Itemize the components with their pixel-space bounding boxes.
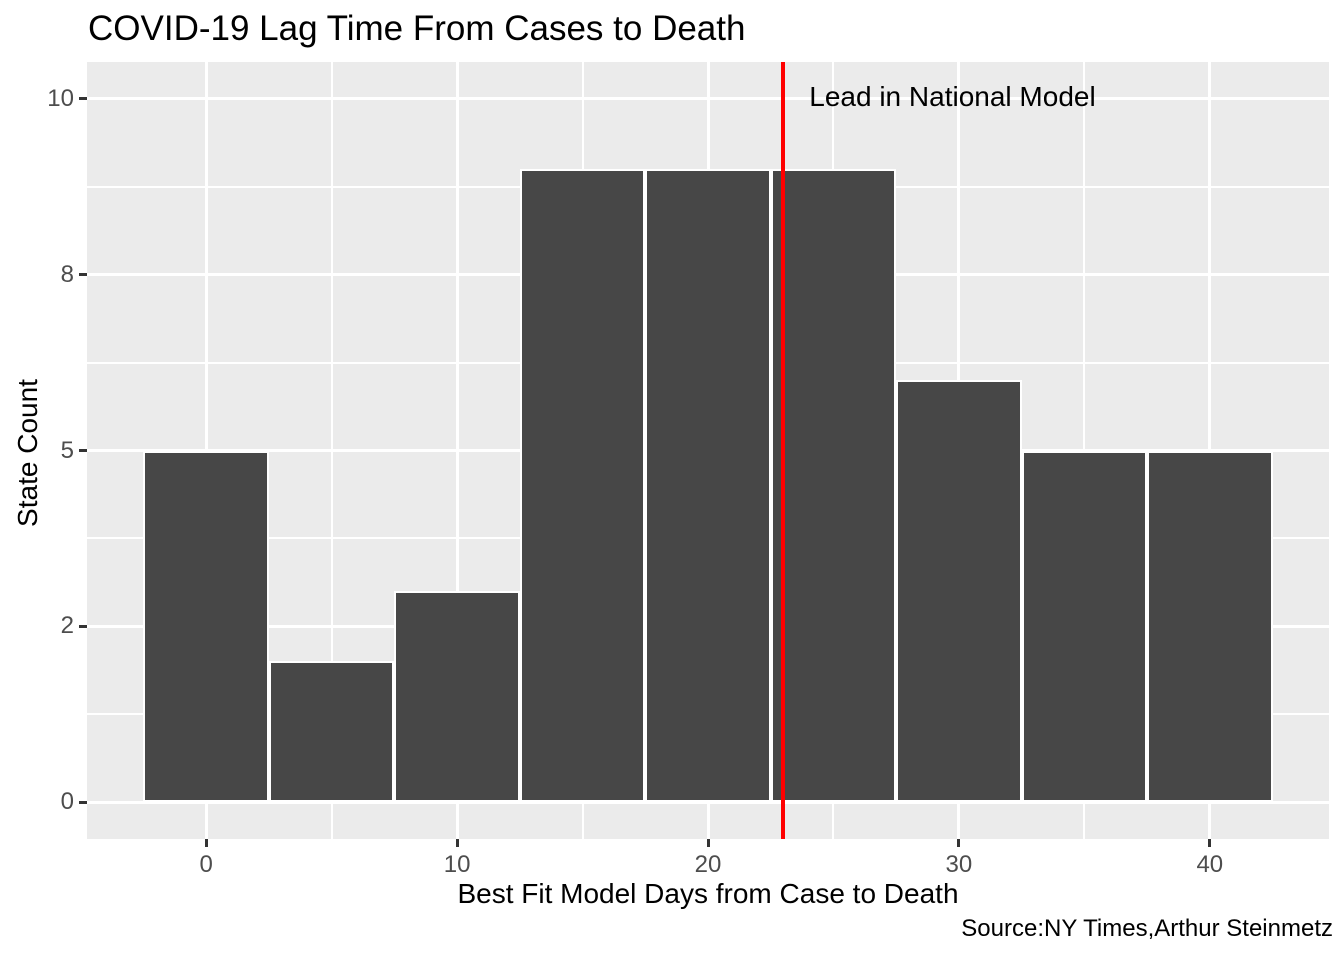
- y-tick-mark: [79, 624, 87, 628]
- histogram-bar: [1021, 450, 1148, 803]
- y-tick-mark: [79, 800, 87, 804]
- histogram-bar: [268, 661, 395, 803]
- y-tick-label: 8: [60, 260, 74, 288]
- histogram-bar: [896, 380, 1022, 803]
- x-tick-mark: [957, 839, 961, 847]
- x-tick-mark: [455, 839, 459, 847]
- histogram-bar: [519, 169, 646, 803]
- y-axis-title: State Count: [12, 379, 43, 527]
- x-tick-mark: [706, 839, 710, 847]
- y-tick-label: 2: [60, 612, 74, 640]
- histogram-bar: [143, 450, 269, 803]
- x-tick-label: 40: [1196, 851, 1224, 878]
- x-tick-mark: [1208, 839, 1212, 847]
- source-caption: Source:NY Times,Arthur Steinmetz: [961, 915, 1333, 942]
- plot-panel: Lead in National Model: [87, 62, 1329, 839]
- histogram-bar: [645, 169, 771, 803]
- y-tick-label: 5: [60, 436, 74, 464]
- x-tick-mark: [204, 839, 208, 847]
- x-tick-label: 30: [945, 851, 973, 878]
- y-tick-mark: [79, 97, 87, 101]
- national-model-vline: [781, 62, 786, 839]
- x-tick-label: 20: [694, 851, 722, 878]
- histogram-bar: [770, 169, 897, 803]
- histogram-bar: [394, 591, 520, 803]
- y-tick-mark: [79, 449, 87, 452]
- x-axis-title: Best Fit Model Days from Case to Death: [457, 878, 959, 909]
- histogram-bar: [1147, 450, 1273, 803]
- x-tick-label: 0: [199, 851, 213, 878]
- x-tick-label: 10: [443, 851, 471, 878]
- chart-title: COVID-19 Lag Time From Cases to Death: [88, 9, 746, 48]
- bar-layer: [87, 62, 1329, 839]
- vline-annotation: Lead in National Model: [809, 81, 1096, 112]
- x-major-gridline: [455, 62, 459, 839]
- y-tick-mark: [79, 273, 87, 277]
- y-tick-label: 0: [60, 788, 74, 816]
- y-tick-label: 10: [47, 84, 74, 112]
